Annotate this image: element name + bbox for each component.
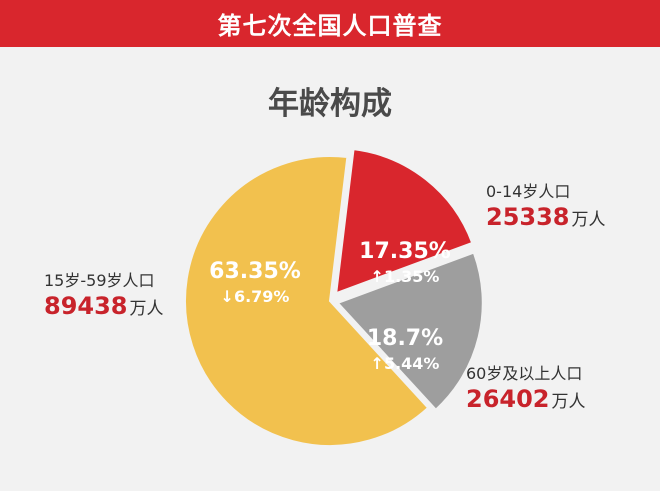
legend-value-15-59: 89438 [44, 292, 128, 320]
slice-percent-age_15_59: 63.35% [209, 259, 301, 284]
legend-unit-15-59: 万人 [129, 299, 164, 319]
legend-0-14: 0-14岁人口 25338 万人 [486, 182, 606, 235]
legend-value-0-14: 25338 [486, 203, 570, 231]
slice-change-age_0_14: ↑1.35% [371, 267, 440, 286]
pie-slice-age_60_plus [336, 251, 484, 412]
legend-unit-60-plus: 万人 [551, 392, 586, 412]
legend-value-60-plus: 26402 [466, 385, 550, 413]
legend-15-59: 15岁-59岁人口 89438 万人 [44, 271, 164, 324]
slice-percent-age_60_plus: 18.7% [367, 326, 443, 351]
legend-unit-0-14: 万人 [571, 210, 606, 230]
banner-title: 第七次全国人口普查 [217, 12, 443, 40]
pie-slice-age_15_59 [184, 155, 430, 447]
title-banner: 第七次全国人口普查 [0, 0, 660, 47]
slice-change-age_60_plus: ↑5.44% [371, 354, 440, 373]
pie-slice-age_0_14 [335, 148, 474, 295]
legend-60-plus: 60岁及以上人口 26402 万人 [466, 364, 586, 417]
legend-label-0-14: 0-14岁人口 [486, 182, 571, 201]
slice-percent-age_0_14: 17.35% [359, 239, 451, 264]
legend-label-60-plus: 60岁及以上人口 [466, 364, 583, 383]
legend-label-15-59: 15岁-59岁人口 [44, 271, 155, 290]
slice-change-age_15_59: ↓6.79% [221, 287, 290, 306]
chart-title: 年龄构成 [268, 86, 392, 122]
